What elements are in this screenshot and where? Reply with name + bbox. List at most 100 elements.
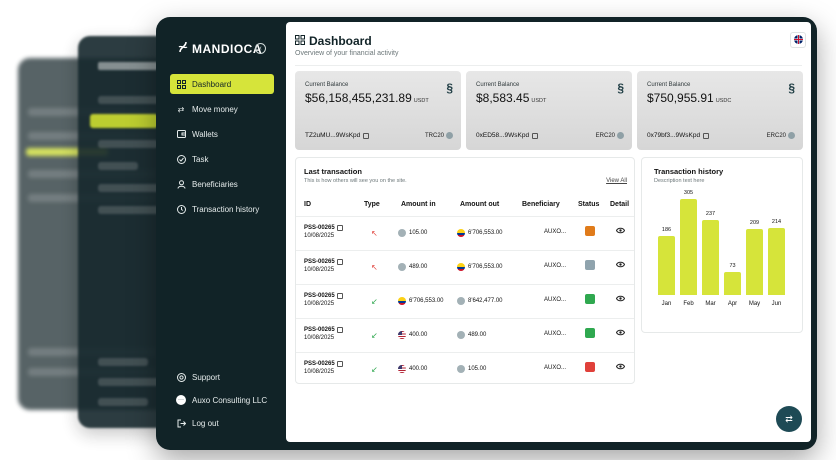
chart-data-label: 305 [683,190,694,196]
colombia-flag-icon [398,297,406,305]
view-all-link[interactable]: View All [606,178,627,184]
beneficiary: AUXO... [544,365,567,371]
colombia-flag-icon [457,263,465,271]
chart-bar[interactable] [702,220,719,295]
beneficiary: AUXO... [544,229,567,235]
transfer-fab-button[interactable]: ⇄ [776,406,802,432]
sidebar-account[interactable]: ··· Auxo Consulting LLC [170,390,274,410]
copy-icon[interactable] [336,327,343,333]
balance-amount: $56,158,455,231.89 USDT [305,91,429,105]
uk-flag-icon [793,31,803,49]
eye-icon[interactable] [615,227,626,236]
table-row[interactable]: PSS-00265 10/08/2025 ↖ 105.00 6'706,553.00 AU… [296,216,634,250]
beneficiary: AUXO... [544,263,567,269]
balance-amount: $750,955.91 USDC [647,91,732,105]
eye-icon[interactable] [615,261,626,270]
chart-data-label: 186 [661,227,672,233]
amount-in: 489.00 [398,263,427,271]
ethereum-coin-icon [788,132,795,139]
table-row[interactable]: PSS-00265 10/08/2025 ↙ 400.00 489.00 AUXO... [296,318,634,352]
ghost-nav-bar [98,398,148,406]
sidebar-item-beneficiaries[interactable]: Beneficiaries [170,174,274,194]
usdt-coin-icon [398,229,406,237]
sidebar-item-label: Move money [192,104,238,114]
chart-x-tick-label: Jun [771,301,782,307]
copy-icon[interactable] [363,132,370,139]
amount-in: 6'706,553.00 [398,297,444,305]
chart-bar[interactable] [680,199,697,295]
sidebar-item-dashboard[interactable]: Dashboard [170,74,274,94]
sidebar-item-label: Support [192,372,221,382]
copy-icon[interactable] [336,259,343,265]
swap-icon: ⇄ [785,413,793,424]
chart-bar[interactable] [724,272,741,295]
ghost-logo [98,62,158,70]
balance-label: Current Balance [305,82,349,88]
copy-icon[interactable] [336,293,343,299]
transactions-title: Last transaction [304,167,362,176]
column-header-type[interactable]: Type [364,201,380,208]
balance-label: Current Balance [476,82,520,88]
balance-card[interactable]: Current Balance $750,955.91 USDC § 0x79bf… [637,71,803,150]
balance-card[interactable]: Current Balance $8,583.45 USDT § 0xED58..… [466,71,632,150]
table-row[interactable]: PSS-00265 10/08/2025 ↙ 6'706,553.00 8'642,47… [296,284,634,318]
column-header-beneficiary[interactable]: Beneficiary [522,201,560,208]
logout-icon [176,418,186,428]
chart-x-tick-label: May [748,301,761,307]
sidebar-item-label: Task [192,154,209,164]
transaction-id: PSS-00265 [304,293,343,299]
amount-in: 400.00 [398,331,427,339]
transaction-id: PSS-00265 [304,225,343,231]
transaction-date: 10/08/2025 [304,233,335,239]
sidebar-item-logout[interactable]: Log out [170,413,274,433]
copy-icon[interactable] [703,132,710,139]
table-row[interactable]: PSS-00265 10/08/2025 ↙ 400.00 105.00 AUXO... [296,352,634,386]
ghost-nav-bar [98,140,158,148]
history-subtitle: Description text here [654,178,705,184]
balance-currency: USDT [413,98,429,104]
chart-bar[interactable] [746,229,763,295]
chart-data-label: 214 [771,219,782,225]
table-row[interactable]: PSS-00265 10/08/2025 ↖ 489.00 6'706,553.00 AU… [296,250,634,284]
collapse-sidebar-icon[interactable]: ‹ [255,43,266,54]
copy-icon[interactable] [336,361,343,367]
eye-icon[interactable] [615,329,626,338]
mandioca-logo-icon: § [788,81,795,95]
main-content: Dashboard Overview of your financial act… [286,22,811,442]
chart-data-label: 237 [705,211,716,217]
chart-bar[interactable] [658,236,675,295]
chart-data-label: 73 [729,263,736,269]
column-header-amount-out[interactable]: Amount out [460,201,500,208]
language-selector[interactable] [790,32,806,48]
amount-out: 8'642,477.00 [457,297,503,305]
status-icon [585,328,595,338]
sidebar-item-transaction-history[interactable]: Transaction history [170,199,274,219]
copy-icon[interactable] [532,132,539,139]
chart-bar[interactable] [768,228,785,295]
column-header-amount-in[interactable]: Amount in [401,201,436,208]
beneficiary: AUXO... [544,297,567,303]
balance-card[interactable]: Current Balance $56,158,455,231.89 USDT §… [295,71,461,150]
sidebar-item-task[interactable]: Task [170,149,274,169]
brand-logo: MANDIOCA [178,41,262,56]
sidebar-item-wallets[interactable]: Wallets [170,124,274,144]
eye-icon[interactable] [615,363,626,372]
amount-out: 105.00 [457,365,486,373]
tron-coin-icon [446,132,453,139]
eye-icon[interactable] [615,295,626,304]
mandioca-logo-icon: § [617,81,624,95]
sidebar-item-support[interactable]: Support [170,367,274,387]
amount-in: 400.00 [398,365,427,373]
copy-icon[interactable] [336,225,343,231]
usdt-coin-icon [457,297,465,305]
column-header-id[interactable]: ID [304,201,311,208]
page-subtitle: Overview of your financial activity [295,50,399,57]
transaction-type-arrow-icon: ↙ [371,297,378,306]
sidebar-item-move-money[interactable]: ⇄ Move money [170,99,274,119]
sidebar: MANDIOCA ‹ Dashboard ⇄ Move money Wallet… [156,17,286,450]
balance-currency: USDT [531,98,547,104]
mandioca-logo-icon [178,41,188,56]
column-header-detail[interactable]: Detail [610,201,630,208]
status-icon [585,226,595,236]
column-header-status[interactable]: Status [578,201,600,208]
